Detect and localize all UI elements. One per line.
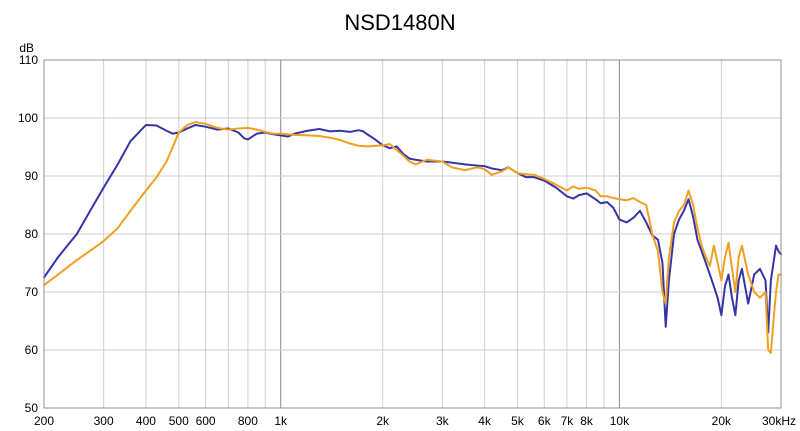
series-line-2 [43, 121, 782, 354]
x-tick-label: 6k [538, 414, 552, 428]
x-tick-label: 1k [274, 414, 288, 428]
y-axis-unit-label: dB [19, 41, 34, 55]
x-tick-label: 2k [376, 414, 390, 428]
x-tick-label: 7k [561, 414, 575, 428]
x-tick-label: 30kHz [762, 414, 796, 428]
x-tick-label: 10k [610, 414, 630, 428]
x-tick-label: 400 [136, 414, 156, 428]
y-tick-label: 60 [25, 343, 39, 357]
y-axis-tick-labels: 50 60 70 80 90 100 110 [18, 53, 38, 415]
x-axis-tick-labels: 200 300 400 500 600 800 1k 2k 3k 4k 5k 6k 7k 8k 10k 20k… [34, 414, 796, 428]
y-tick-label: 80 [25, 227, 39, 241]
x-tick-label: 3k [436, 414, 450, 428]
x-tick-label: 20k [712, 414, 732, 428]
x-tick-label: 300 [94, 414, 114, 428]
x-tick-label: 8k [580, 414, 594, 428]
x-tick-label: 800 [238, 414, 258, 428]
x-tick-label: 4k [478, 414, 492, 428]
plot-border [43, 59, 782, 409]
series-layer [43, 121, 782, 354]
x-tick-label: 5k [511, 414, 525, 428]
y-tick-label: 100 [18, 111, 38, 125]
x-tick-label: 200 [34, 414, 54, 428]
y-tick-label: 110 [19, 53, 38, 67]
y-tick-label: 90 [25, 169, 39, 183]
x-tick-label: 500 [169, 414, 189, 428]
x-tick-label: 600 [196, 414, 216, 428]
grid-lines [44, 60, 781, 408]
y-tick-label: 70 [25, 285, 39, 299]
y-tick-label: 50 [25, 401, 39, 415]
chart-title: NSD1480N [344, 10, 455, 35]
